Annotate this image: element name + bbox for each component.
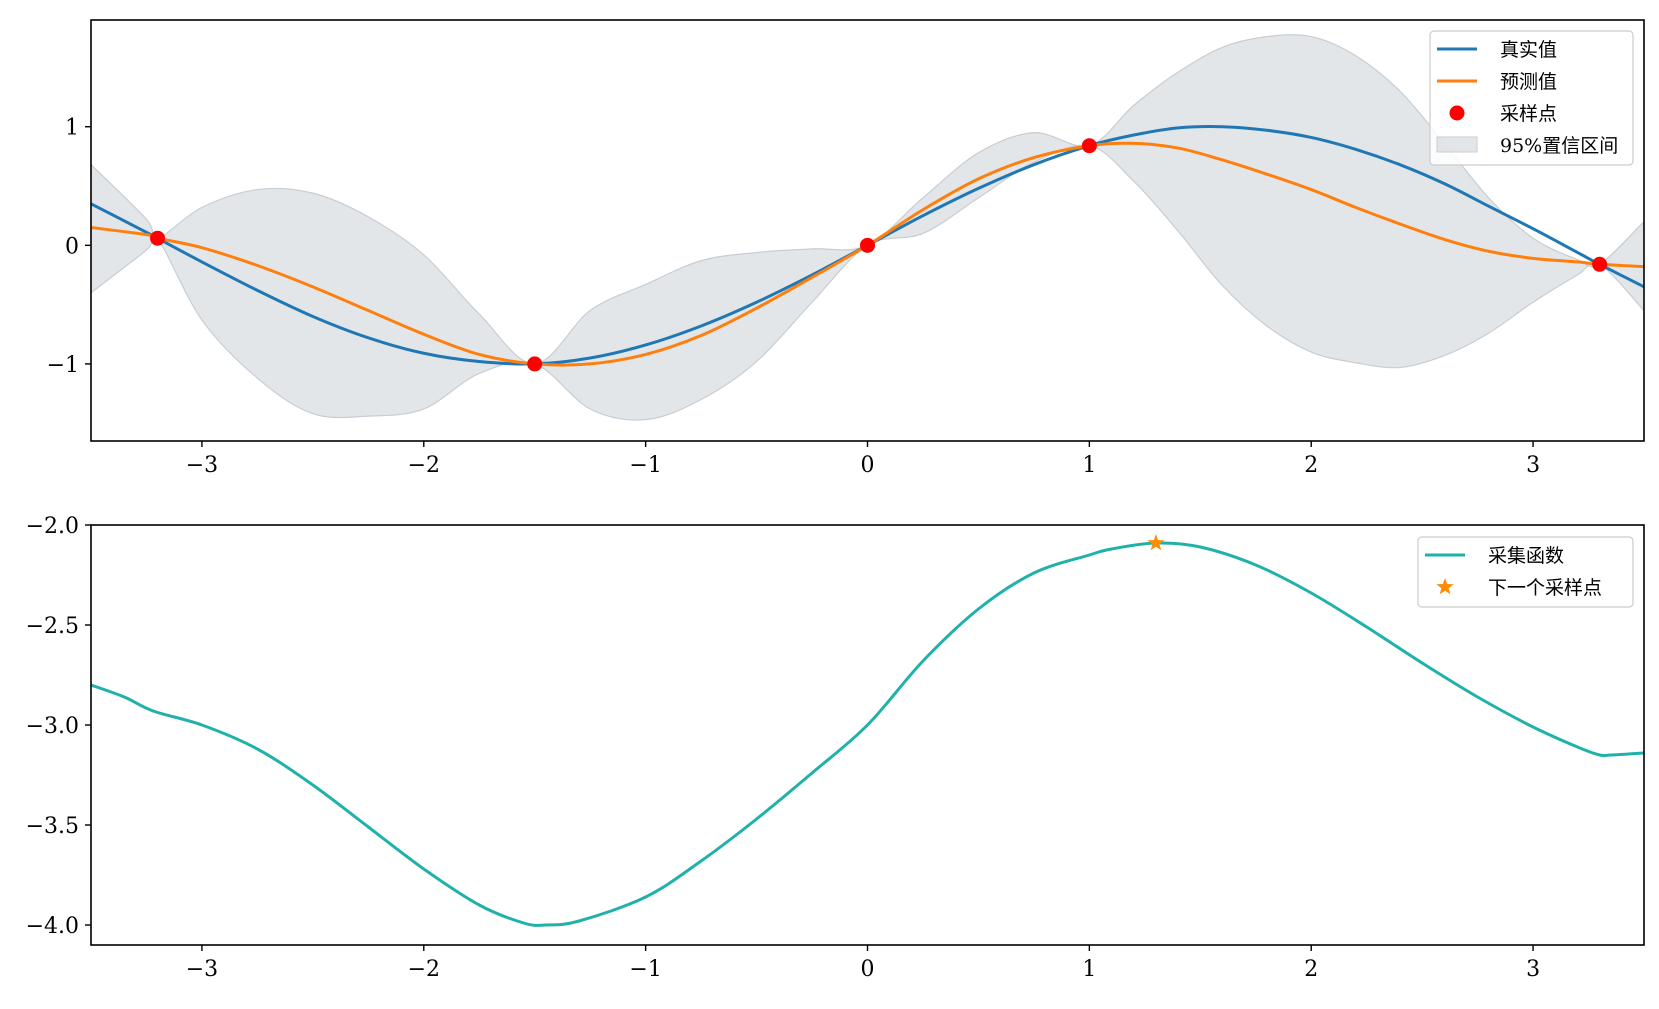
legend-label-sample: 采样点 <box>1500 103 1557 125</box>
sample-point <box>1081 138 1097 154</box>
legend-label-pred: 预测值 <box>1500 71 1557 93</box>
confidence-band-layer <box>91 34 1644 421</box>
x-tick-label: −2 <box>408 453 440 478</box>
series-lines-layer <box>91 125 1644 367</box>
acquisition-function-plot: −3 −2 −1 0 1 2 3 −2.0 −2.5 −3.0 −3.5 −4.0 采集函数 下一个… <box>26 514 1645 982</box>
y-tick-label: −3.0 <box>26 714 79 739</box>
sample-point <box>860 237 875 253</box>
x-tick-label: 2 <box>1304 453 1318 478</box>
sample-points-layer <box>150 138 1608 372</box>
legend-bottom: 采集函数 下一个采样点 <box>1417 536 1634 608</box>
y-tick-label: −3.5 <box>26 814 79 839</box>
x-axis-bottom: −3 −2 −1 0 1 2 3 <box>186 945 1540 982</box>
x-tick-label: 3 <box>1526 453 1540 478</box>
series-line-1 <box>91 141 1644 367</box>
x-tick-label: −2 <box>408 957 440 982</box>
next-point-layer <box>1147 534 1165 551</box>
legend-label-true: 真实值 <box>1500 39 1557 61</box>
legend-band-swatch <box>1436 136 1478 153</box>
legend-label-band: 95%置信区间 <box>1500 135 1618 157</box>
x-tick-label: −3 <box>186 453 218 478</box>
x-tick-label: −1 <box>629 453 661 478</box>
series-line-0 <box>91 541 1644 927</box>
x-tick-label: 0 <box>861 957 875 982</box>
y-tick-label: 1 <box>65 116 79 141</box>
y-axis-top: 1 0 −1 <box>47 116 91 378</box>
legend-box <box>1417 536 1634 608</box>
legend-label-acq: 采集函数 <box>1488 545 1564 567</box>
sample-point <box>527 356 543 372</box>
y-tick-label: −2.0 <box>26 514 79 539</box>
y-tick-label: −1 <box>47 353 79 378</box>
x-tick-label: 2 <box>1304 957 1318 982</box>
sample-point <box>150 230 166 246</box>
confidence-band <box>91 34 1644 421</box>
x-tick-label: 3 <box>1526 957 1540 982</box>
x-axis-top: −3 −2 −1 0 1 2 3 <box>186 441 1540 478</box>
legend-star-marker <box>1436 578 1454 595</box>
x-tick-label: −1 <box>629 957 661 982</box>
next-sample-star <box>1147 534 1165 551</box>
legend-sample-marker <box>1449 105 1465 121</box>
x-tick-label: 1 <box>1082 453 1096 478</box>
series-line-0 <box>91 125 1644 366</box>
legend-label-next: 下一个采样点 <box>1488 577 1602 599</box>
y-tick-label: 0 <box>65 234 79 259</box>
acquisition-line-layer <box>91 541 1644 927</box>
x-tick-label: −3 <box>186 957 218 982</box>
y-tick-label: −2.5 <box>26 614 79 639</box>
legend-top: 真实值 预测值 采样点 95%置信区间 <box>1429 30 1634 166</box>
y-tick-label: −4.0 <box>26 914 79 939</box>
legend-box <box>1429 30 1634 166</box>
x-tick-label: 1 <box>1082 957 1096 982</box>
y-axis-bottom: −2.0 −2.5 −3.0 −3.5 −4.0 <box>26 514 91 939</box>
gp-posterior-plot: −3 −2 −1 0 1 2 3 1 0 −1 真实值 预测值 采样点 95%置信区间 <box>47 19 1645 478</box>
sample-point <box>1592 256 1608 272</box>
x-tick-label: 0 <box>861 453 875 478</box>
